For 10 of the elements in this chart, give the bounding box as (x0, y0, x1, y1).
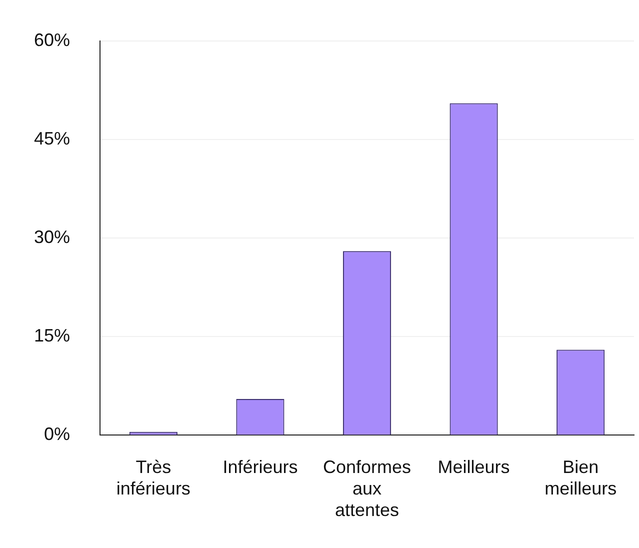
y-tick-label: 60% (34, 30, 70, 50)
y-tick-label: 45% (34, 128, 70, 148)
x-tick-label: Conformes aux attentes (322, 456, 412, 520)
y-tick-label: 0% (44, 424, 70, 444)
x-tick-label: Bien meilleurs (544, 456, 617, 499)
y-tick-label: 15% (34, 326, 70, 346)
y-tick-label: 30% (34, 226, 70, 247)
x-tick-label: Meilleurs (438, 456, 510, 477)
x-tick-label: Inférieurs (222, 456, 298, 477)
x-tick-label: Très inférieurs (116, 456, 190, 499)
